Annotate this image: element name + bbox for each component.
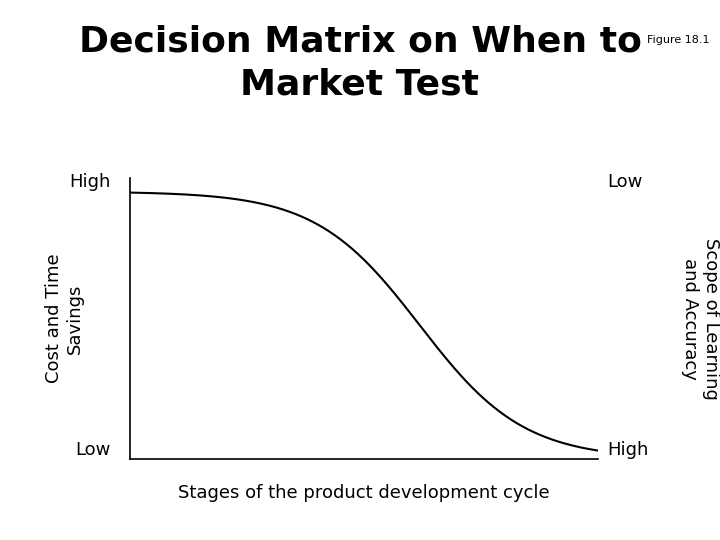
Text: Figure 18.1: Figure 18.1 [647,35,709,45]
Text: Low: Low [76,441,111,459]
Text: Decision Matrix on When to: Decision Matrix on When to [78,24,642,58]
Text: High: High [70,173,111,191]
Text: Low: Low [607,173,642,191]
Text: Cost and Time
Savings: Cost and Time Savings [45,254,84,383]
Text: High: High [607,441,648,459]
Text: Market Test: Market Test [240,68,480,102]
Text: Scope of Learning
and Accuracy: Scope of Learning and Accuracy [681,238,720,400]
Text: Stages of the product development cycle: Stages of the product development cycle [178,484,549,502]
